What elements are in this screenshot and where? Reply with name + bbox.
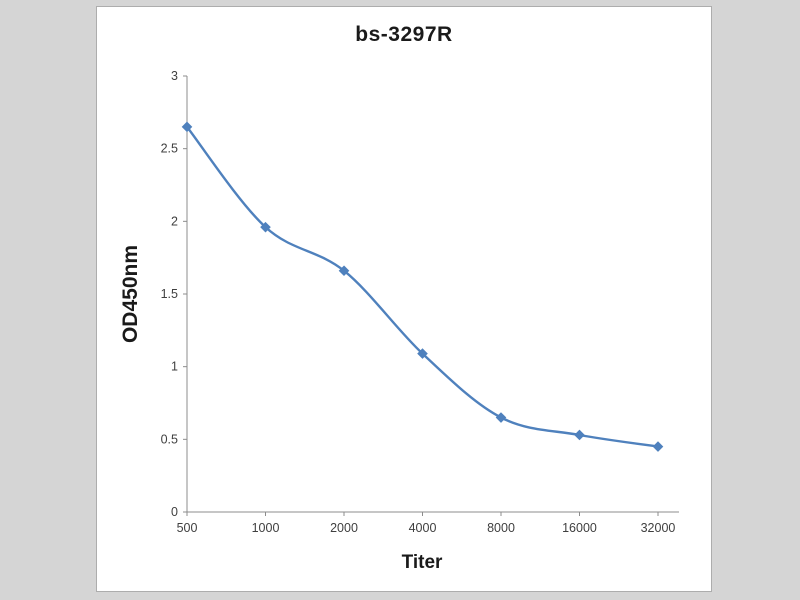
data-point-marker bbox=[495, 412, 507, 423]
y-tick-label: 0.5 bbox=[161, 432, 178, 446]
series-line bbox=[185, 125, 660, 448]
x-tick-label: 500 bbox=[177, 521, 198, 535]
data-point-marker bbox=[652, 441, 664, 452]
y-tick-label: 3 bbox=[171, 69, 178, 83]
y-tick-label: 1 bbox=[171, 360, 178, 374]
data-point-marker bbox=[417, 348, 428, 359]
x-tick-label: 8000 bbox=[487, 521, 515, 535]
data-point-marker bbox=[260, 221, 271, 233]
x-tick-label: 32000 bbox=[641, 521, 676, 535]
data-point-marker bbox=[181, 121, 193, 133]
chart-panel: bs-3297R OD450nm Titer 0 0.5 1 1.5 2 2.5 3 500 1… bbox=[96, 6, 712, 592]
x-axis-title: Titer bbox=[401, 552, 443, 573]
data-point-marker bbox=[574, 429, 585, 441]
y-tick-label: 1.5 bbox=[161, 287, 178, 301]
y-tick-label: 0 bbox=[171, 505, 178, 519]
chart-title: bs-3297R bbox=[355, 23, 453, 46]
x-tick-label: 4000 bbox=[409, 521, 437, 535]
x-tick-label: 1000 bbox=[252, 521, 280, 535]
x-tick-label: 16000 bbox=[562, 521, 597, 535]
y-tick-label: 2.5 bbox=[161, 142, 178, 156]
y-tick-label: 2 bbox=[171, 214, 178, 228]
x-tick-label: 2000 bbox=[330, 521, 358, 535]
data-point-marker bbox=[338, 265, 350, 277]
line-chart: 0 0.5 1 1.5 2 2.5 3 500 1000 2000 4000 8000 16000 320… bbox=[161, 69, 679, 535]
